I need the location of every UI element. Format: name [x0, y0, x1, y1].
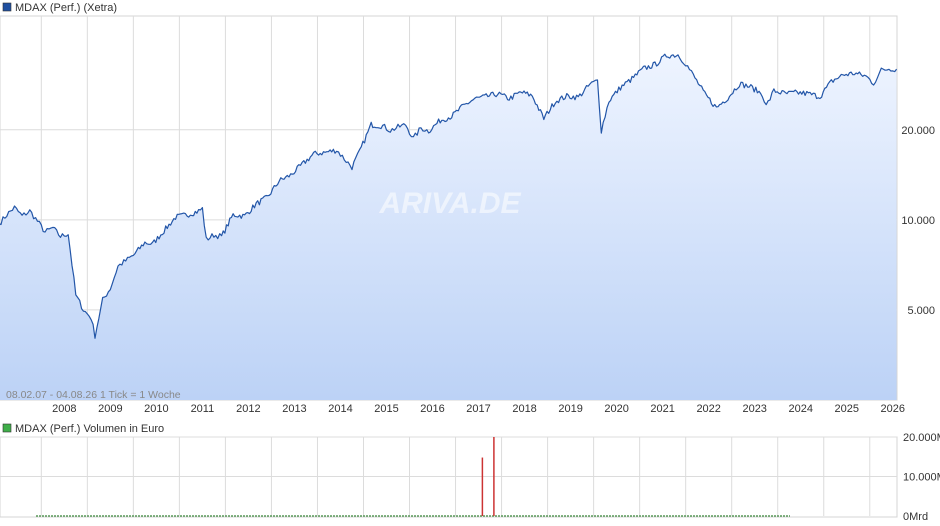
x-tick-label: 2015 — [374, 403, 398, 415]
volume-grid — [0, 436, 897, 516]
price-y-tick-label: 20.000 — [901, 125, 935, 137]
price-area-fill — [0, 54, 897, 400]
volume-y-tick-label: 20.000M — [903, 432, 940, 444]
x-tick-label: 2008 — [52, 403, 76, 415]
volume-legend-label: MDAX (Perf.) Volumen in Euro — [15, 423, 164, 435]
x-tick-label: 2009 — [98, 403, 122, 415]
volume-legend: MDAX (Perf.) Volumen in Euro — [2, 423, 164, 435]
volume-legend-swatch — [2, 423, 12, 433]
x-tick-label: 2016 — [420, 403, 444, 415]
price-line — [0, 53, 898, 339]
price-legend: MDAX (Perf.) (Xetra) — [2, 2, 117, 14]
x-tick-label: 2014 — [328, 403, 352, 415]
watermark: ARIVA.DE — [378, 187, 521, 220]
price-legend-swatch — [2, 2, 12, 12]
x-tick-label: 2010 — [144, 403, 168, 415]
x-tick-labels: 2008 2009 2010 2011 2012 2013 2014 2015 2016 2017… — [52, 403, 905, 415]
volume-panel: 0Mrd 10.000M 20.000M — [0, 432, 940, 523]
price-legend-label: MDAX (Perf.) (Xetra) — [15, 2, 117, 14]
volume-bars — [481, 437, 495, 516]
x-tick-label: 2017 — [466, 403, 490, 415]
chart-info-text: 08.02.07 - 04.08.26 1 Tick = 1 Woche — [6, 389, 181, 401]
x-tick-label: 2011 — [191, 403, 215, 415]
price-y-tick-label: 10.000 — [901, 215, 935, 227]
x-tick-label: 2019 — [558, 403, 582, 415]
x-tick-label: 2020 — [604, 403, 628, 415]
x-tick-label: 2012 — [236, 403, 260, 415]
price-y-tick-labels: 5.000 10.000 20.000 — [901, 125, 935, 317]
volume-y-tick-label: 0Mrd — [903, 511, 928, 523]
x-tick-label: 2022 — [696, 403, 720, 415]
volume-y-tick-label: 10.000M — [903, 472, 940, 484]
x-tick-label: 2018 — [512, 403, 536, 415]
x-tick-label: 2013 — [282, 403, 306, 415]
x-tick-label: 2023 — [742, 403, 766, 415]
x-tick-label: 2024 — [788, 403, 812, 415]
x-tick-label: 2021 — [650, 403, 674, 415]
price-y-tick-label: 5.000 — [907, 305, 935, 317]
x-tick-label: 2026 — [881, 403, 905, 415]
x-tick-label: 2025 — [835, 403, 859, 415]
volume-y-tick-labels: 0Mrd 10.000M 20.000M — [903, 432, 940, 523]
